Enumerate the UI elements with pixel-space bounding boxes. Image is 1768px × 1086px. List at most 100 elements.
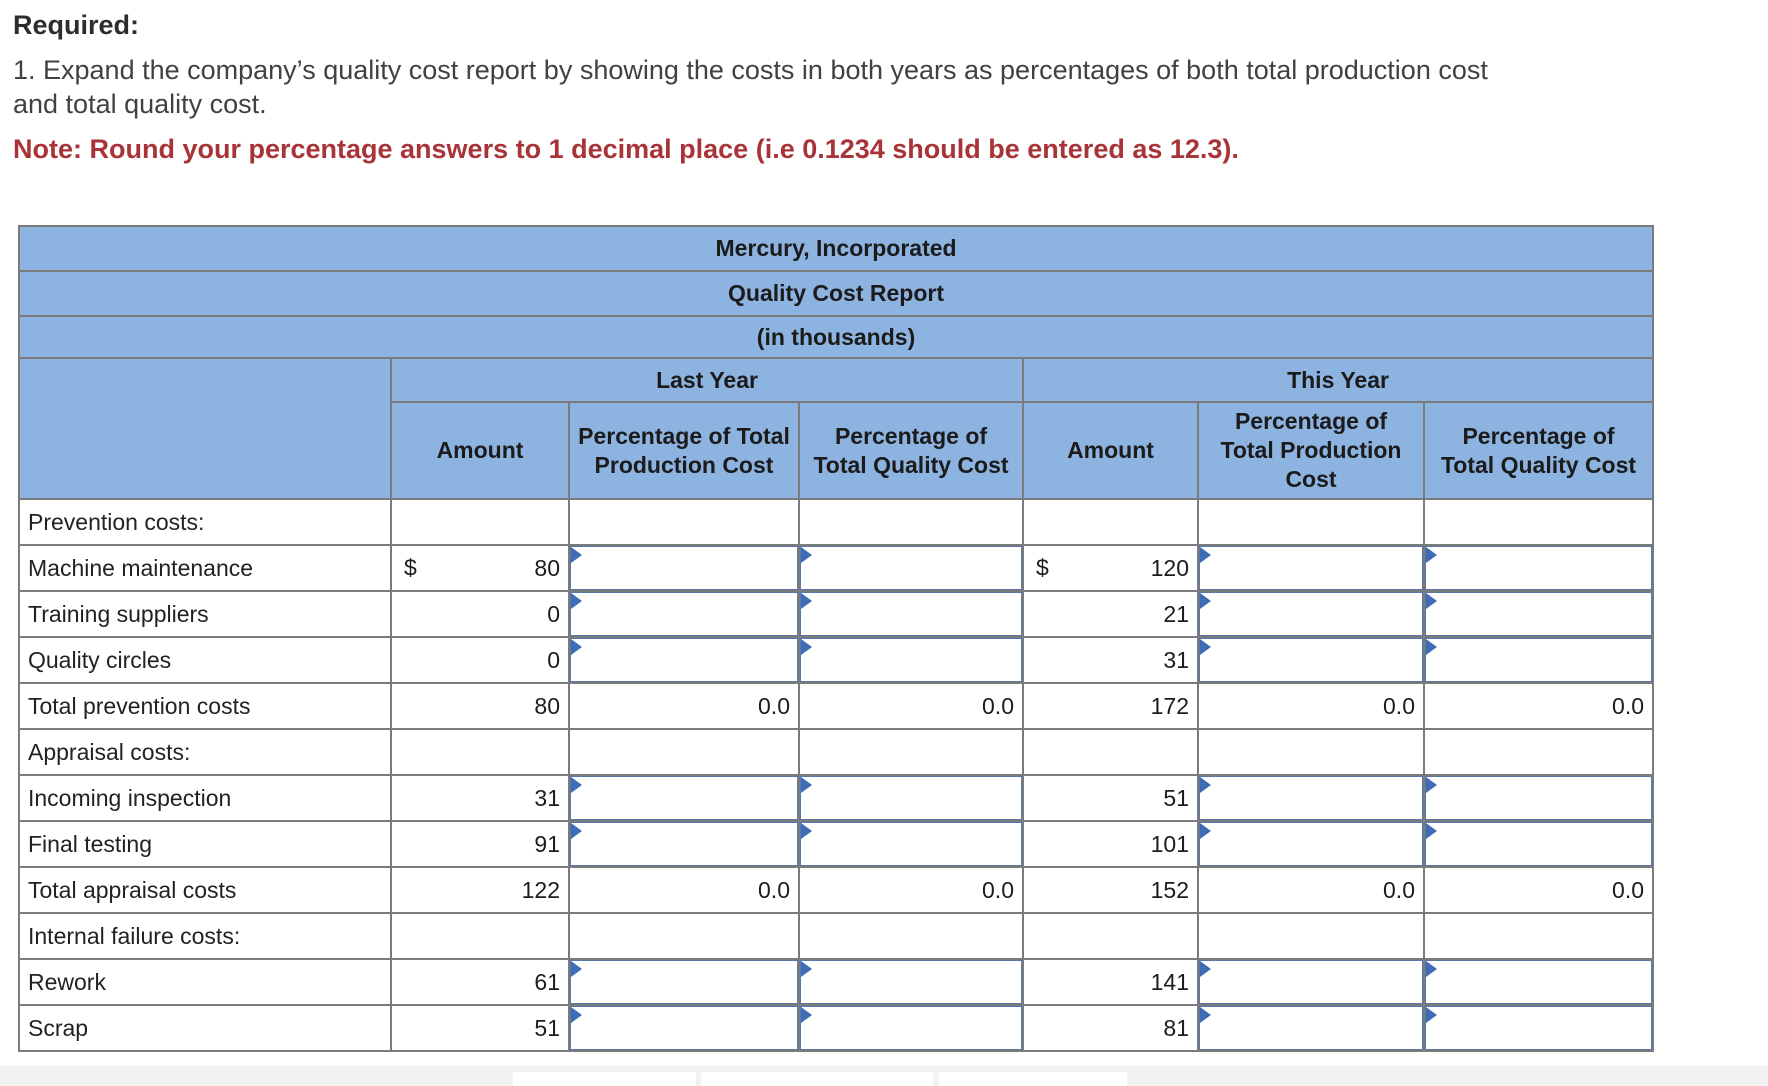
percentage-input[interactable] (801, 593, 1021, 635)
total-value-cell: 0.0 (568, 682, 800, 730)
corner-header-cell (18, 357, 392, 500)
ty-pct-quality-input-cell (1422, 1004, 1655, 1052)
empty-cell (1022, 728, 1199, 776)
ly-pct-quality-input-cell (798, 774, 1024, 822)
ty-amount-cell: 101 (1022, 820, 1199, 868)
percentage-input[interactable] (801, 961, 1021, 1003)
row-label: Scrap (18, 1004, 392, 1052)
percentage-input[interactable] (571, 593, 797, 635)
ly-amount-cell: $80 (390, 544, 570, 592)
ty-pct-quality-input-cell (1422, 958, 1655, 1006)
row-label: Total prevention costs (18, 682, 392, 730)
input-marker-icon (1200, 823, 1211, 839)
percentage-input[interactable] (1426, 961, 1652, 1003)
row-label: Incoming inspection (18, 774, 392, 822)
empty-cell (1422, 728, 1655, 776)
percentage-input[interactable] (1426, 547, 1652, 589)
percentage-input[interactable] (801, 777, 1021, 819)
ly-amount-cell: 61 (390, 958, 570, 1006)
ty-pct-production-input-cell (1197, 590, 1425, 638)
percentage-input[interactable] (1426, 823, 1652, 865)
ly-amount-cell: 0 (390, 636, 570, 684)
percentage-input[interactable] (1200, 547, 1422, 589)
col-header-ty-pct-quality: Percentage of Total Quality Cost (1422, 401, 1655, 500)
rounding-note: Note: Round your percentage answers to 1… (13, 134, 1239, 164)
total-value-cell: 0.0 (798, 866, 1024, 914)
input-marker-icon (1426, 547, 1437, 563)
empty-cell (568, 728, 800, 776)
percentage-input[interactable] (1426, 1007, 1652, 1049)
percentage-input[interactable] (1200, 961, 1422, 1003)
instruction-line-1: 1. Expand the company’s quality cost rep… (13, 55, 1488, 85)
input-marker-icon (1200, 777, 1211, 793)
total-value-cell: 0.0 (1422, 682, 1655, 730)
ty-pct-quality-input-cell (1422, 590, 1655, 638)
ty-pct-quality-input-cell (1422, 636, 1655, 684)
row-label: Final testing (18, 820, 392, 868)
row-label: Total appraisal costs (18, 866, 392, 914)
empty-cell (1422, 912, 1655, 960)
amount-value: 80 (534, 554, 560, 581)
input-marker-icon (571, 777, 582, 793)
percentage-input[interactable] (1426, 593, 1652, 635)
ty-pct-production-input-cell (1197, 1004, 1425, 1052)
row-label: Training suppliers (18, 590, 392, 638)
empty-cell (390, 912, 570, 960)
amount-value: 120 (1150, 554, 1189, 581)
percentage-input[interactable] (1426, 777, 1652, 819)
total-value-cell: 0.0 (568, 866, 800, 914)
input-marker-icon (1426, 961, 1437, 977)
ty-amount-cell: 51 (1022, 774, 1199, 822)
ty-amount-cell: 81 (1022, 1004, 1199, 1052)
input-marker-icon (1426, 1007, 1437, 1023)
ly-pct-production-input-cell (568, 544, 800, 592)
percentage-input[interactable] (801, 1007, 1021, 1049)
percentage-input[interactable] (1200, 593, 1422, 635)
total-value-cell: 152 (1022, 866, 1199, 914)
ly-pct-production-input-cell (568, 820, 800, 868)
input-marker-icon (801, 777, 812, 793)
input-marker-icon (571, 961, 582, 977)
empty-cell (798, 728, 1024, 776)
ly-pct-production-input-cell (568, 1004, 800, 1052)
percentage-input[interactable] (571, 547, 797, 589)
percentage-input[interactable] (801, 823, 1021, 865)
total-value-cell: 0.0 (1422, 866, 1655, 914)
percentage-input[interactable] (801, 547, 1021, 589)
ly-pct-quality-input-cell (798, 636, 1024, 684)
percentage-input[interactable] (571, 1007, 797, 1049)
total-value-cell: 122 (390, 866, 570, 914)
input-marker-icon (571, 593, 582, 609)
empty-cell (568, 912, 800, 960)
input-marker-icon (1200, 1007, 1211, 1023)
percentage-input[interactable] (571, 777, 797, 819)
ty-pct-production-input-cell (1197, 636, 1425, 684)
ty-pct-production-input-cell (1197, 820, 1425, 868)
input-marker-icon (571, 639, 582, 655)
total-value-cell: 0.0 (1197, 866, 1425, 914)
ly-pct-production-input-cell (568, 774, 800, 822)
ly-pct-quality-input-cell (798, 1004, 1024, 1052)
empty-cell (1197, 728, 1425, 776)
empty-cell (390, 498, 570, 546)
quality-cost-report-table: Mercury, Incorporated Quality Cost Repor… (17, 225, 1655, 1052)
required-heading: Required: (13, 10, 140, 40)
currency-symbol: $ (404, 554, 417, 581)
ly-amount-cell: 31 (390, 774, 570, 822)
ty-pct-production-input-cell (1197, 958, 1425, 1006)
input-marker-icon (1426, 639, 1437, 655)
percentage-input[interactable] (571, 823, 797, 865)
group-header-last-year: Last Year (390, 357, 1024, 403)
input-marker-icon (801, 547, 812, 563)
currency-symbol: $ (1036, 554, 1049, 581)
percentage-input[interactable] (1200, 823, 1422, 865)
ly-amount-cell: 0 (390, 590, 570, 638)
percentage-input[interactable] (1200, 639, 1422, 681)
percentage-input[interactable] (571, 639, 797, 681)
percentage-input[interactable] (1426, 639, 1652, 681)
percentage-input[interactable] (1200, 777, 1422, 819)
percentage-input[interactable] (801, 639, 1021, 681)
percentage-input[interactable] (1200, 1007, 1422, 1049)
percentage-input[interactable] (571, 961, 797, 1003)
